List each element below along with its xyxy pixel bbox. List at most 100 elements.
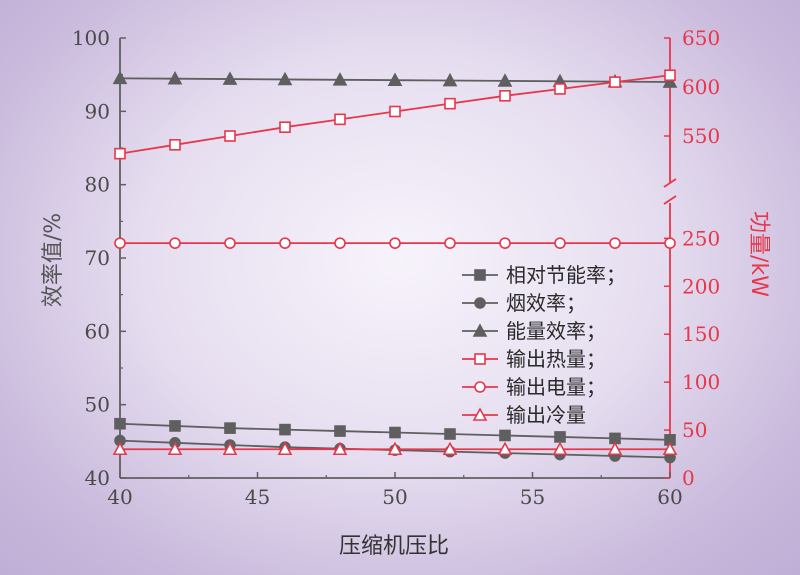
data-point bbox=[552, 441, 568, 456]
data-point bbox=[387, 441, 403, 456]
legend-marker bbox=[474, 353, 486, 365]
y-right-tick-label: 550 bbox=[682, 124, 720, 148]
data-point bbox=[222, 71, 238, 85]
data-point bbox=[499, 237, 511, 249]
data-point bbox=[607, 441, 623, 456]
x-tick-label: 50 bbox=[382, 485, 407, 509]
y-left-tick-label: 100 bbox=[72, 26, 110, 50]
legend-item: 输出电量； bbox=[462, 375, 606, 399]
y-left-tick-label: 50 bbox=[85, 393, 110, 417]
series-4 bbox=[114, 237, 676, 249]
axis-break-mark bbox=[663, 195, 677, 205]
axes bbox=[119, 37, 677, 479]
legend-label: 相对节能率； bbox=[506, 263, 626, 287]
data-point bbox=[442, 441, 458, 456]
y-right-tick-label: 600 bbox=[682, 75, 720, 99]
legend-item: 输出冷量 bbox=[462, 403, 586, 427]
y-axis-right-title: 功量/kW bbox=[746, 211, 771, 297]
data-point bbox=[444, 237, 456, 249]
y-right-tick-label: 50 bbox=[682, 418, 707, 442]
x-tick-label: 40 bbox=[107, 485, 132, 509]
legend-label: 能量效率； bbox=[506, 319, 606, 343]
series-0 bbox=[114, 417, 676, 446]
legend-label: 输出热量； bbox=[506, 347, 606, 371]
data-point bbox=[442, 72, 458, 87]
data-point bbox=[444, 428, 456, 440]
data-point bbox=[114, 417, 126, 430]
y-right-tick-label: 150 bbox=[682, 322, 720, 346]
legend: 相对节能率； 烟效率； 能量效率； 输出热量； 输出电量； 输出冷量 bbox=[462, 263, 626, 427]
data-point bbox=[444, 97, 456, 110]
data-point bbox=[224, 237, 236, 249]
legend-marker bbox=[474, 381, 486, 393]
y-left-tick-label: 70 bbox=[85, 246, 110, 270]
y-right-tick-label: 650 bbox=[682, 26, 720, 50]
data-point bbox=[554, 237, 566, 249]
x-tick-label: 45 bbox=[245, 485, 270, 509]
y-left-tick-label: 80 bbox=[85, 173, 110, 197]
data-point bbox=[497, 441, 513, 456]
data-point bbox=[609, 76, 621, 88]
y-left-tick-label: 40 bbox=[85, 466, 110, 490]
data-point bbox=[279, 237, 291, 249]
data-point bbox=[169, 420, 181, 432]
data-point bbox=[277, 71, 293, 86]
legend-item: 能量效率； bbox=[462, 319, 606, 343]
x-axis-title: 压缩机压比 bbox=[339, 534, 449, 559]
legend-marker bbox=[472, 407, 488, 421]
legend-item: 相对节能率； bbox=[462, 263, 626, 287]
data-point bbox=[499, 90, 511, 102]
data-point bbox=[224, 130, 236, 142]
data-point bbox=[114, 147, 126, 160]
data-point bbox=[334, 425, 346, 437]
data-point bbox=[662, 74, 678, 88]
y-left-tick-label: 60 bbox=[85, 319, 110, 343]
data-point bbox=[224, 422, 236, 434]
y-right-tick-label: 250 bbox=[682, 226, 720, 250]
data-point bbox=[389, 237, 401, 249]
axis-break-mark bbox=[663, 178, 677, 188]
x-tick-label: 60 bbox=[657, 485, 682, 509]
y-right-tick-label: 100 bbox=[682, 370, 720, 394]
data-point bbox=[554, 431, 566, 443]
data-point bbox=[279, 423, 291, 436]
data-point bbox=[332, 441, 348, 456]
data-point bbox=[112, 70, 128, 85]
data-point bbox=[334, 113, 346, 126]
legend-marker bbox=[474, 297, 486, 309]
data-point bbox=[389, 426, 401, 439]
legend-label: 输出电量； bbox=[506, 375, 606, 399]
legend-item: 输出热量； bbox=[462, 347, 606, 371]
tick-labels: 40 45 50 55 60 40 50 60 70 80 90 100 0 50 100 150 200 250… bbox=[72, 26, 720, 509]
x-tick-label: 55 bbox=[520, 485, 545, 509]
series-layer bbox=[112, 69, 678, 464]
legend-marker bbox=[474, 269, 486, 281]
data-point bbox=[389, 105, 401, 118]
data-point bbox=[554, 83, 566, 95]
y-right-tick-label: 200 bbox=[682, 274, 720, 298]
data-point bbox=[167, 71, 183, 85]
data-point bbox=[334, 237, 346, 249]
data-point bbox=[112, 441, 128, 456]
legend-item: 烟效率； bbox=[462, 291, 586, 315]
legend-marker bbox=[472, 323, 488, 337]
legend-label: 输出冷量 bbox=[506, 403, 586, 427]
data-point bbox=[114, 237, 126, 249]
data-point bbox=[497, 73, 513, 87]
data-point bbox=[387, 72, 403, 86]
data-point bbox=[169, 139, 181, 151]
data-point bbox=[499, 429, 511, 442]
data-point bbox=[167, 441, 183, 456]
y-left-tick-label: 90 bbox=[85, 99, 110, 123]
data-point bbox=[662, 441, 678, 456]
data-point bbox=[332, 72, 348, 86]
legend-label: 烟效率； bbox=[506, 291, 586, 315]
series-5 bbox=[112, 441, 678, 456]
data-point bbox=[169, 237, 181, 249]
data-point bbox=[222, 441, 238, 456]
data-point bbox=[664, 69, 676, 82]
data-point bbox=[279, 121, 291, 133]
y-axis-left-title: 效率值/% bbox=[41, 213, 66, 307]
